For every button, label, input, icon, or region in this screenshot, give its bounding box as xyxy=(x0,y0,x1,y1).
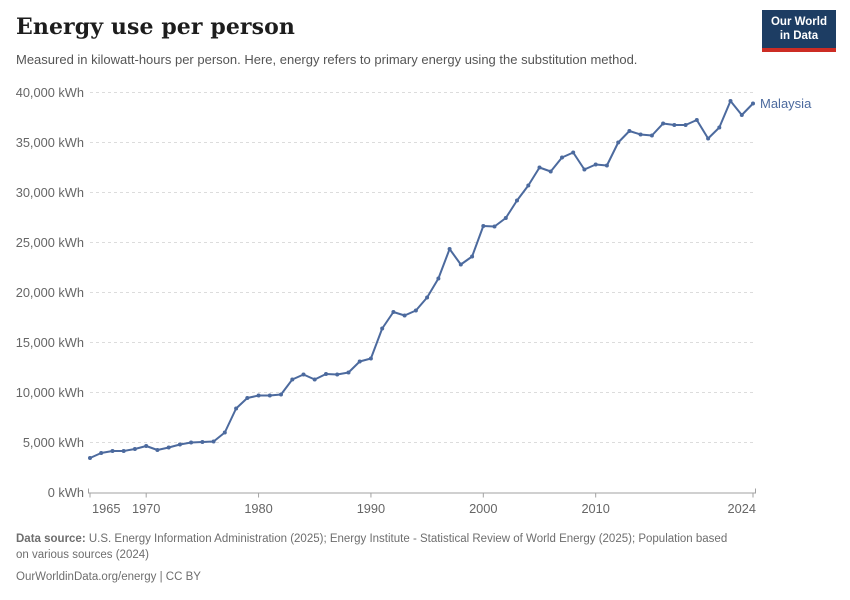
data-point[interactable] xyxy=(571,150,576,155)
data-point[interactable] xyxy=(717,125,722,130)
data-point[interactable] xyxy=(649,133,654,138)
x-axis-label: 2010 xyxy=(581,501,609,516)
y-axis-label: 30,000 kWh xyxy=(16,185,84,200)
entity-label-malaysia[interactable]: Malaysia xyxy=(760,96,812,111)
data-point[interactable] xyxy=(683,123,688,127)
y-axis-label: 10,000 kWh xyxy=(16,385,84,400)
data-point[interactable] xyxy=(515,198,519,203)
data-point[interactable] xyxy=(661,121,666,126)
y-axis-label: 25,000 kWh xyxy=(16,235,84,250)
data-point[interactable] xyxy=(739,113,744,117)
data-point[interactable] xyxy=(402,313,407,318)
data-source-label: Data source: xyxy=(16,533,86,545)
data-source-text-line1: U.S. Energy Information Administration (… xyxy=(85,533,728,545)
y-axis-label: 0 kWh xyxy=(48,485,84,500)
x-axis-label: 1965 xyxy=(92,501,120,516)
data-point[interactable] xyxy=(324,372,328,376)
data-point[interactable] xyxy=(234,406,239,411)
data-point[interactable] xyxy=(492,224,497,229)
data-point[interactable] xyxy=(526,183,531,188)
data-point[interactable] xyxy=(121,449,126,453)
data-source-line: Data source: U.S. Energy Information Adm… xyxy=(16,531,828,563)
data-point[interactable] xyxy=(380,326,385,331)
data-point[interactable] xyxy=(537,165,542,170)
x-axis-label: 1970 xyxy=(132,501,160,516)
data-point[interactable] xyxy=(627,129,632,133)
data-point[interactable] xyxy=(616,140,621,145)
data-point[interactable] xyxy=(672,123,677,127)
data-point[interactable] xyxy=(290,377,295,382)
y-axis-label: 15,000 kWh xyxy=(16,335,84,350)
data-point[interactable] xyxy=(110,449,115,453)
data-point[interactable] xyxy=(166,445,171,450)
chart-subtitle: Measured in kilowatt-hours per person. H… xyxy=(16,52,638,67)
owid-logo-line2: in Data xyxy=(779,30,819,43)
data-point[interactable] xyxy=(503,216,508,220)
x-axis-label: 2000 xyxy=(469,501,497,516)
data-point[interactable] xyxy=(88,456,92,460)
data-point[interactable] xyxy=(222,430,227,435)
data-point[interactable] xyxy=(301,372,306,377)
data-point[interactable] xyxy=(481,224,486,228)
y-axis-label: 35,000 kWh xyxy=(16,135,84,150)
data-point[interactable] xyxy=(245,396,250,400)
x-axis-label: 1990 xyxy=(357,501,385,516)
data-point[interactable] xyxy=(189,440,194,445)
y-axis-label: 20,000 kWh xyxy=(16,285,84,300)
data-source-text-line2: on various sources (2024) xyxy=(16,549,149,561)
owid-logo[interactable]: Our World in Data xyxy=(761,10,836,52)
data-point[interactable] xyxy=(706,136,711,141)
data-point[interactable] xyxy=(751,101,755,106)
chart-footer: Data source: U.S. Energy Information Adm… xyxy=(16,531,828,585)
data-point[interactable] xyxy=(436,276,441,281)
data-point[interactable] xyxy=(560,155,564,160)
data-point[interactable] xyxy=(604,163,609,168)
x-axis-label: 1980 xyxy=(244,501,272,516)
footer-license-link[interactable]: OurWorldinData.org/energy | CC BY xyxy=(16,571,201,583)
x-axis-label: 2024 xyxy=(728,501,756,516)
data-point[interactable] xyxy=(99,451,104,455)
y-axis-label: 40,000 kWh xyxy=(16,85,84,100)
data-point[interactable] xyxy=(458,262,463,267)
chart-title: Energy use per person xyxy=(16,14,295,40)
data-point[interactable] xyxy=(346,370,351,375)
malaysia-line[interactable] xyxy=(89,100,754,459)
data-point[interactable] xyxy=(582,167,587,172)
data-point[interactable] xyxy=(132,447,137,451)
data-point[interactable] xyxy=(177,442,182,447)
data-point[interactable] xyxy=(279,392,283,397)
data-point[interactable] xyxy=(256,393,261,398)
data-point[interactable] xyxy=(413,308,418,313)
data-point[interactable] xyxy=(728,99,733,103)
data-point[interactable] xyxy=(200,440,205,444)
data-point[interactable] xyxy=(267,393,272,398)
data-point[interactable] xyxy=(368,356,373,361)
data-point[interactable] xyxy=(593,162,598,167)
data-point[interactable] xyxy=(391,310,396,314)
data-point[interactable] xyxy=(470,254,475,259)
data-point[interactable] xyxy=(447,247,452,251)
data-point[interactable] xyxy=(638,132,643,137)
data-point[interactable] xyxy=(425,295,430,300)
data-point[interactable] xyxy=(312,377,317,382)
owid-logo-line1: Our World xyxy=(770,16,827,28)
y-axis-label: 5,000 kWh xyxy=(23,435,84,450)
data-point[interactable] xyxy=(335,372,340,377)
data-point[interactable] xyxy=(211,439,216,444)
data-point[interactable] xyxy=(144,444,149,448)
data-point[interactable] xyxy=(357,359,362,364)
data-point[interactable] xyxy=(694,118,699,122)
data-point[interactable] xyxy=(548,169,553,174)
data-point[interactable] xyxy=(155,448,160,452)
